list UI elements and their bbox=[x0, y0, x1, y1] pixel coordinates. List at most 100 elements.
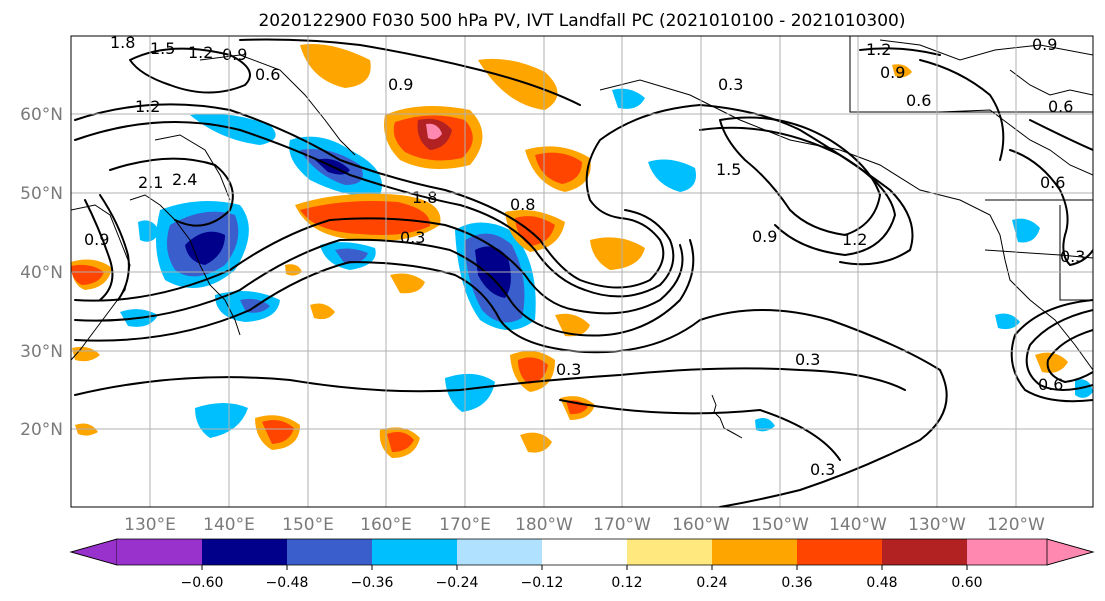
contour-label: 0.3 bbox=[556, 360, 581, 379]
coastline bbox=[849, 36, 1093, 113]
colorbar-swatch bbox=[712, 539, 797, 565]
pv-contours bbox=[74, 38, 1093, 507]
contour-line bbox=[84, 199, 114, 301]
shade-positive bbox=[75, 423, 98, 436]
shade-positive bbox=[71, 264, 104, 285]
figure-title: 2020122900 F030 500 hPa PV, IVT Landfall… bbox=[258, 11, 905, 31]
contour-label: 0.9 bbox=[222, 45, 247, 64]
colorbar-label: −0.48 bbox=[266, 575, 309, 591]
coastline bbox=[129, 194, 241, 336]
shade-negative bbox=[445, 373, 495, 412]
coastline bbox=[879, 39, 1093, 61]
colorbar-label: −0.60 bbox=[181, 575, 224, 591]
contour-line bbox=[74, 217, 684, 315]
shade-positive bbox=[892, 64, 912, 78]
contour-label: 1.5 bbox=[150, 39, 175, 58]
gridlines bbox=[71, 36, 1093, 507]
latitude-labels: 60°N 50°N 40°N 30°N 20°N bbox=[20, 105, 63, 440]
contour-label: 1.2 bbox=[135, 97, 160, 116]
lat-label: 30°N bbox=[20, 342, 63, 362]
contour-line bbox=[74, 261, 948, 507]
shade-positive bbox=[387, 432, 414, 452]
contour-label: 0.9 bbox=[1032, 35, 1057, 54]
coastline bbox=[1059, 205, 1093, 301]
shade-positive bbox=[310, 303, 335, 320]
contour-line bbox=[74, 121, 675, 298]
coastline bbox=[154, 134, 231, 201]
contour-line bbox=[74, 367, 906, 396]
shade-negative bbox=[612, 88, 645, 109]
colorbar-swatch bbox=[627, 539, 712, 565]
contour-label: 1.8 bbox=[110, 33, 135, 52]
shade-positive bbox=[300, 44, 371, 88]
colorbar-label: 0.24 bbox=[696, 575, 727, 591]
contour-label: 1.5 bbox=[716, 160, 741, 179]
colorbar-swatch bbox=[542, 539, 627, 565]
contour-label: 0.9 bbox=[880, 63, 905, 82]
lon-label: 150°W bbox=[751, 515, 809, 535]
coastline bbox=[939, 109, 1093, 176]
contour-label: 0.9 bbox=[388, 75, 413, 94]
colorbar-outline bbox=[69, 538, 1095, 566]
contour-line bbox=[559, 399, 841, 461]
lon-label: 140°W bbox=[829, 515, 887, 535]
coastline bbox=[599, 79, 1093, 371]
colorbar-swatch bbox=[372, 539, 457, 565]
shade-positive bbox=[390, 273, 425, 294]
lon-label: 130°W bbox=[908, 515, 966, 535]
contour-label: 0.6 bbox=[1040, 173, 1065, 192]
contour-line bbox=[919, 59, 1005, 161]
contour-line bbox=[99, 194, 130, 301]
contour-label: 0.6 bbox=[255, 65, 280, 84]
colorbar-label: −0.36 bbox=[351, 575, 394, 591]
contour-label: 0.3 bbox=[810, 460, 835, 479]
colorbar-swatch bbox=[797, 539, 882, 565]
colorbar: −0.60 −0.48 −0.36 −0.24 −0.12 0.12 0.24 … bbox=[69, 538, 1095, 591]
colorbar-label: 0.60 bbox=[951, 575, 982, 591]
lat-label: 40°N bbox=[20, 263, 63, 283]
colorbar-swatch bbox=[69, 538, 118, 566]
coastlines bbox=[71, 36, 1093, 439]
colorbar-swatch bbox=[287, 539, 372, 565]
contour-label: 0.3 bbox=[718, 75, 743, 94]
lon-label: 150°E bbox=[282, 515, 334, 535]
contour-line bbox=[699, 126, 896, 256]
colorbar-label: 0.48 bbox=[866, 575, 897, 591]
lon-label: 160°E bbox=[360, 515, 412, 535]
contour-line bbox=[74, 238, 695, 337]
contour-line bbox=[1010, 299, 1093, 403]
lon-label: 160°W bbox=[672, 515, 730, 535]
contour-label: 1.2 bbox=[866, 40, 891, 59]
colorbar-label: 0.12 bbox=[611, 575, 642, 591]
shade-positive bbox=[285, 264, 302, 276]
contour-line bbox=[129, 47, 251, 94]
contour-label: 0.6 bbox=[1038, 375, 1063, 394]
contour-label: 0.6 bbox=[1048, 97, 1073, 116]
contour-line bbox=[859, 47, 941, 56]
contour-label: 0.3 bbox=[1060, 247, 1085, 266]
lat-label: 20°N bbox=[20, 420, 63, 440]
lon-label: 180°W bbox=[515, 515, 573, 535]
contour-line bbox=[239, 38, 581, 106]
shade-positive bbox=[590, 237, 645, 270]
contour-labels: 1.8 1.5 1.2 0.9 0.6 0.9 0.3 1.2 0.9 0.6 … bbox=[84, 33, 1085, 479]
map-frame bbox=[70, 35, 1094, 508]
shade-negative bbox=[190, 113, 276, 145]
contour-line bbox=[1025, 309, 1093, 391]
contour-line bbox=[1046, 329, 1093, 383]
lon-label: 120°W bbox=[987, 515, 1045, 535]
shade-negative bbox=[755, 418, 775, 432]
colorbar-swatch bbox=[1046, 538, 1095, 566]
colorbar-swatch bbox=[117, 539, 202, 565]
shade-negative bbox=[1075, 379, 1093, 398]
coastline bbox=[1009, 69, 1093, 96]
colorbar-ticks bbox=[201, 565, 968, 570]
colorbar-swatch bbox=[202, 539, 287, 565]
colorbar-label: 0.36 bbox=[781, 575, 812, 591]
lat-label: 60°N bbox=[20, 105, 63, 125]
contour-label: 2.4 bbox=[172, 170, 197, 189]
contour-line bbox=[719, 116, 881, 236]
shade-positive bbox=[426, 123, 442, 140]
shade-negative bbox=[138, 220, 160, 242]
